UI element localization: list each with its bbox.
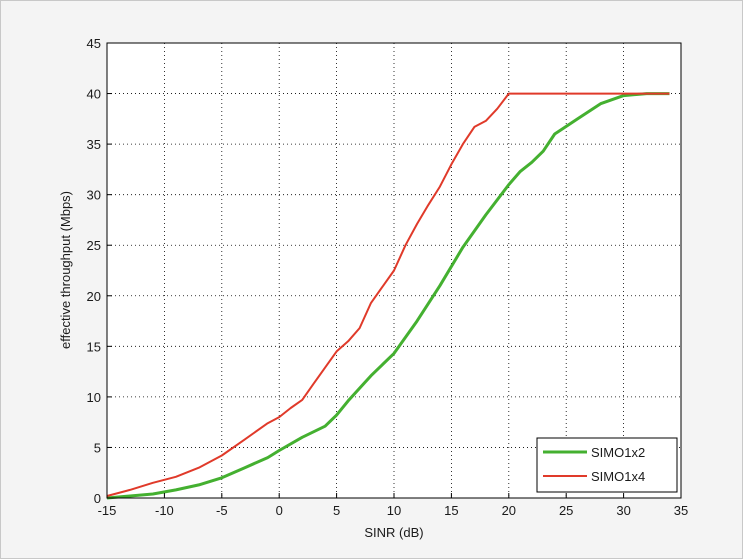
x-tick-label: 10	[387, 503, 401, 518]
y-tick-label: 40	[87, 87, 101, 102]
x-tick-label: -10	[155, 503, 174, 518]
x-tick-label: 25	[559, 503, 573, 518]
x-tick-label: -5	[216, 503, 228, 518]
legend-box	[536, 437, 678, 493]
x-axis-label: SINR (dB)	[364, 525, 423, 540]
x-tick-label: 35	[674, 503, 688, 518]
series-line-simo1x4	[106, 92, 670, 497]
x-tick-label: 15	[444, 503, 458, 518]
y-tick-label: 35	[87, 137, 101, 152]
series-line-simo1x2	[106, 92, 670, 500]
x-tick-label: 20	[502, 503, 516, 518]
series-layer	[106, 92, 670, 500]
y-tick-label: 45	[87, 36, 101, 51]
y-tick-label: 15	[87, 339, 101, 354]
x-tick-label: 0	[276, 503, 283, 518]
legend-label-simo1x4: SIMO1x4	[591, 469, 645, 484]
y-axis-label: effective throughput (Mbps)	[58, 191, 73, 349]
legend: SIMO1x2 SIMO1x4	[536, 437, 678, 493]
axis-ticks: -15 -10 -5 0 5 10 15 20 25 30 35 0 5 10 15 20 25 30 35 40 45	[87, 36, 689, 518]
y-tick-label: 10	[87, 390, 101, 405]
legend-label-simo1x2: SIMO1x2	[591, 445, 645, 460]
y-tick-label: 5	[94, 440, 101, 455]
y-tick-label: 0	[94, 491, 101, 506]
y-tick-label: 25	[87, 238, 101, 253]
y-tick-label: 20	[87, 289, 101, 304]
x-tick-label: -15	[98, 503, 117, 518]
x-tick-label: 5	[333, 503, 340, 518]
y-tick-label: 30	[87, 188, 101, 203]
x-tick-label: 30	[616, 503, 630, 518]
